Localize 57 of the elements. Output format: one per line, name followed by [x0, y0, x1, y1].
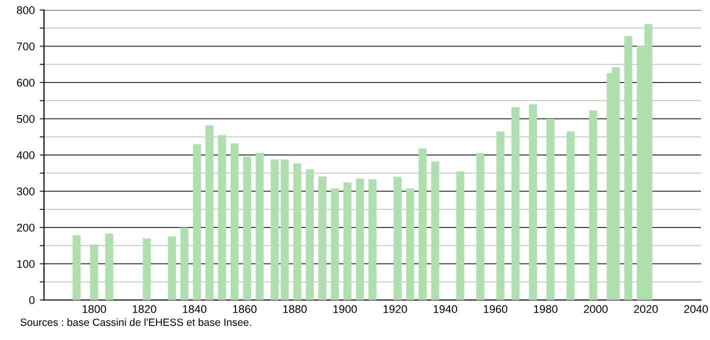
bar — [90, 244, 98, 300]
bar — [418, 148, 427, 300]
bar — [72, 235, 81, 300]
bar — [256, 152, 264, 300]
bar — [230, 143, 239, 300]
x-tick-label: 2040 — [684, 305, 708, 314]
bar — [280, 159, 289, 300]
bar — [368, 179, 377, 300]
bar — [356, 178, 364, 300]
x-tick-label: 1880 — [283, 305, 307, 314]
bar — [180, 228, 188, 300]
bar — [205, 125, 214, 300]
x-tick-label: 2000 — [584, 305, 608, 314]
bar — [293, 163, 302, 300]
bar — [306, 170, 314, 300]
bar — [528, 104, 537, 300]
bar — [431, 162, 440, 300]
y-tick-label: 800 — [16, 6, 35, 14]
bar — [343, 182, 352, 300]
bar — [270, 159, 279, 300]
x-tick-label: 1940 — [434, 305, 458, 314]
x-tick-label: 1980 — [534, 305, 558, 314]
x-tick-label: 2020 — [634, 305, 658, 314]
y-tick-label: 600 — [17, 78, 35, 87]
bar — [318, 176, 326, 300]
y-tick-label: 0 — [29, 296, 35, 304]
bar — [218, 135, 226, 300]
y-tick-label: 300 — [16, 188, 35, 196]
y-tick-label: 500 — [16, 115, 35, 123]
x-tick-label: 1800 — [82, 305, 106, 314]
y-tick-label: 200 — [16, 224, 35, 232]
x-tick-label: 1820 — [132, 305, 156, 314]
x-tick-label: 1920 — [384, 305, 407, 314]
bar — [394, 176, 402, 300]
bar — [546, 118, 555, 300]
bar — [476, 153, 484, 300]
bar — [406, 188, 414, 300]
y-tick-label: 100 — [17, 260, 35, 268]
bar — [192, 144, 201, 300]
source-note: Sources : base Cassini de l'EHESS et base Insee. — [20, 318, 251, 326]
bar — [330, 188, 339, 300]
bar — [105, 234, 114, 300]
bar — [142, 238, 151, 300]
bar — [624, 36, 632, 300]
x-tick-label: 1900 — [333, 305, 357, 314]
x-tick-label: 1840 — [182, 305, 206, 314]
y-tick-label: 700 — [17, 42, 35, 50]
x-tick-label: 1860 — [233, 305, 257, 314]
bar — [496, 131, 504, 300]
bar — [566, 131, 575, 300]
bar — [168, 236, 176, 300]
x-tick-label: 1960 — [484, 305, 508, 314]
bar — [243, 156, 252, 300]
y-tick-label: 400 — [16, 151, 35, 160]
bar — [511, 107, 520, 300]
bar — [589, 110, 598, 300]
bar — [456, 171, 464, 300]
